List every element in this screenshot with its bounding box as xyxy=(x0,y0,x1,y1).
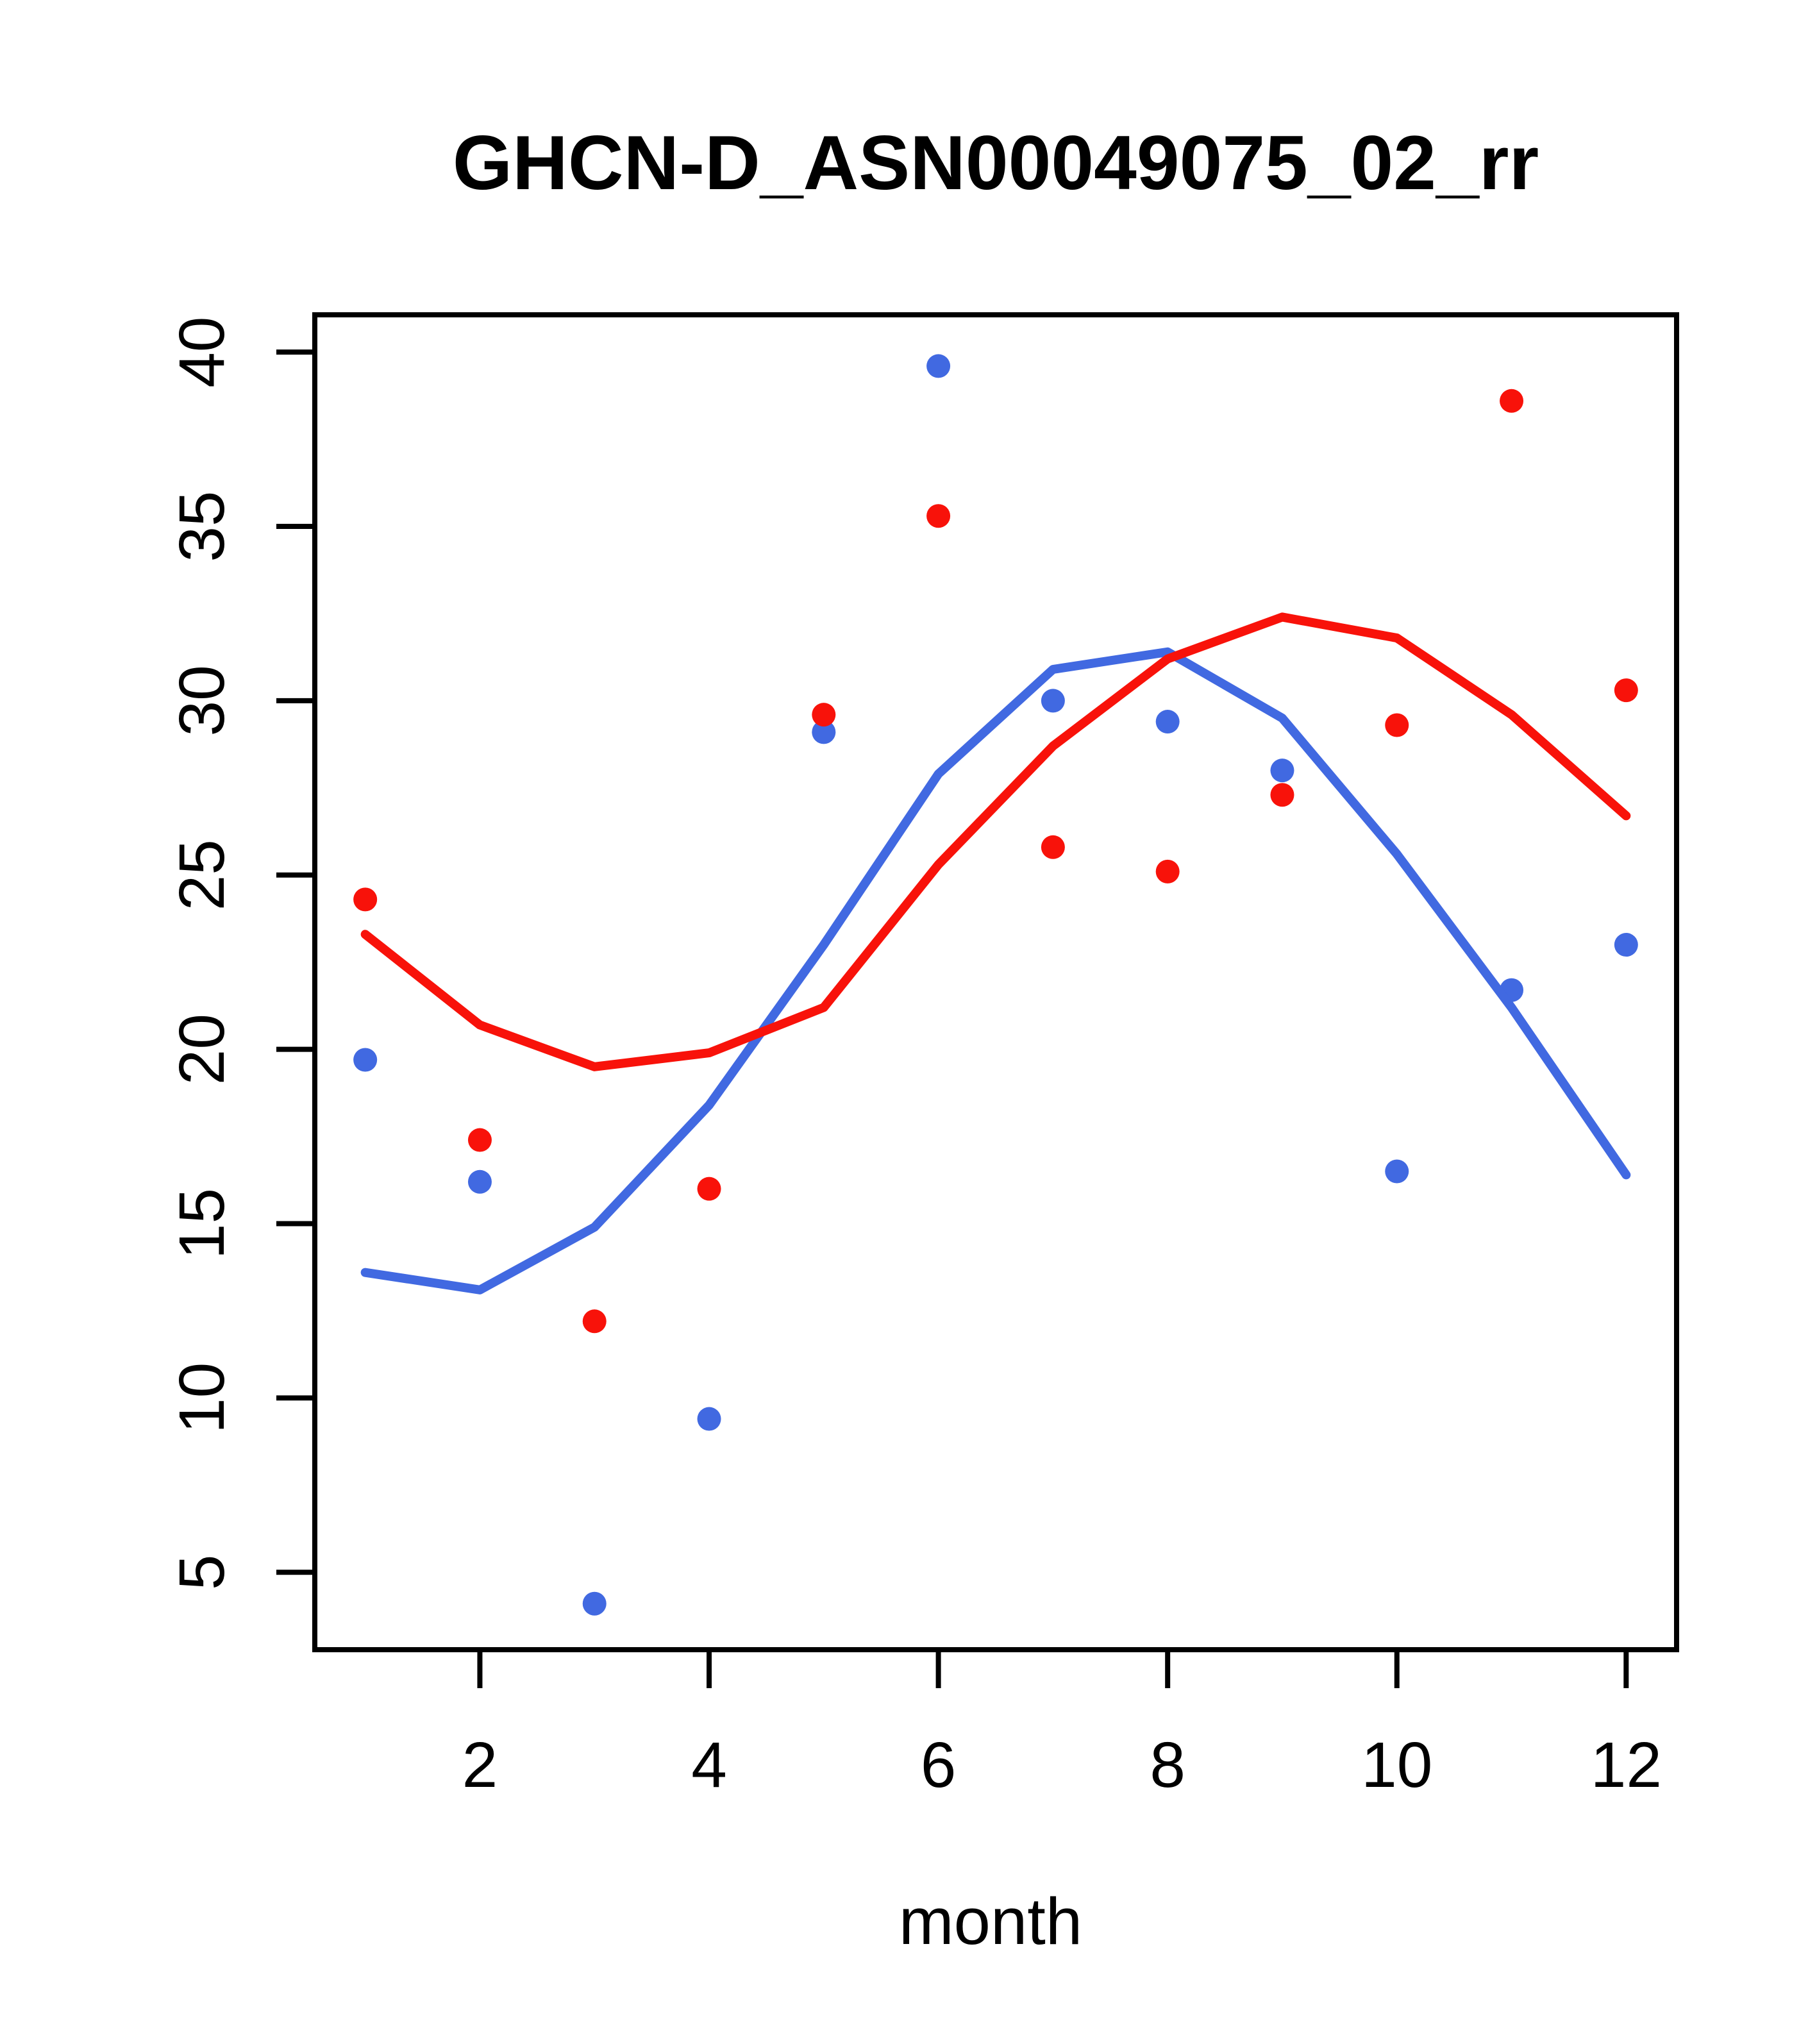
x-axis-title: month xyxy=(899,1884,1082,1958)
red-point xyxy=(812,703,836,727)
blue-point xyxy=(1041,689,1065,713)
blue-point xyxy=(812,720,836,744)
chart-title: GHCN-D_ASN00049075_02_rr xyxy=(453,120,1539,206)
blue-point xyxy=(1155,710,1180,734)
blue-point xyxy=(1385,1159,1409,1184)
x-tick-label: 12 xyxy=(1591,1729,1662,1801)
blue-point xyxy=(582,1591,607,1616)
red-point xyxy=(353,887,378,912)
y-tick-label: 20 xyxy=(166,1014,238,1085)
blue-point xyxy=(1270,758,1294,783)
blue-smooth-line xyxy=(360,647,1631,1294)
x-tick-label: 8 xyxy=(1150,1729,1185,1801)
x-axis-ticks: 2 4 6 8 10 12 xyxy=(462,1650,1662,1801)
x-tick-label: 4 xyxy=(691,1729,727,1801)
x-tick-label: 2 xyxy=(462,1729,498,1801)
y-tick-label: 10 xyxy=(166,1362,238,1434)
y-tick-label: 30 xyxy=(166,665,238,736)
y-tick-label: 35 xyxy=(166,490,238,562)
red-point xyxy=(1041,835,1065,859)
y-tick-label: 25 xyxy=(166,839,238,910)
red-point xyxy=(1500,389,1524,413)
y-axis-ticks: 5 10 15 20 25 30 35 40 xyxy=(166,317,315,1590)
y-tick-label: 15 xyxy=(166,1188,238,1259)
blue-point xyxy=(353,1048,378,1072)
red-point xyxy=(1614,678,1638,703)
blue-point xyxy=(1614,933,1638,957)
x-tick-label: 6 xyxy=(921,1729,957,1801)
red-point xyxy=(1155,859,1180,884)
y-tick-label: 5 xyxy=(166,1554,238,1590)
blue-point xyxy=(697,1407,721,1431)
red-smooth-line xyxy=(360,612,1631,1071)
data-series-layer xyxy=(353,354,1638,1616)
red-point xyxy=(467,1128,492,1152)
red-point xyxy=(1385,713,1409,737)
y-tick-label: 40 xyxy=(166,317,238,388)
red-point xyxy=(926,504,951,528)
plot-box xyxy=(312,312,1679,1652)
red-point xyxy=(1270,783,1294,807)
blue-point xyxy=(467,1169,492,1194)
blue-point xyxy=(926,354,951,378)
red-point xyxy=(582,1309,607,1334)
x-tick-label: 10 xyxy=(1361,1729,1432,1801)
red-point xyxy=(697,1177,721,1201)
